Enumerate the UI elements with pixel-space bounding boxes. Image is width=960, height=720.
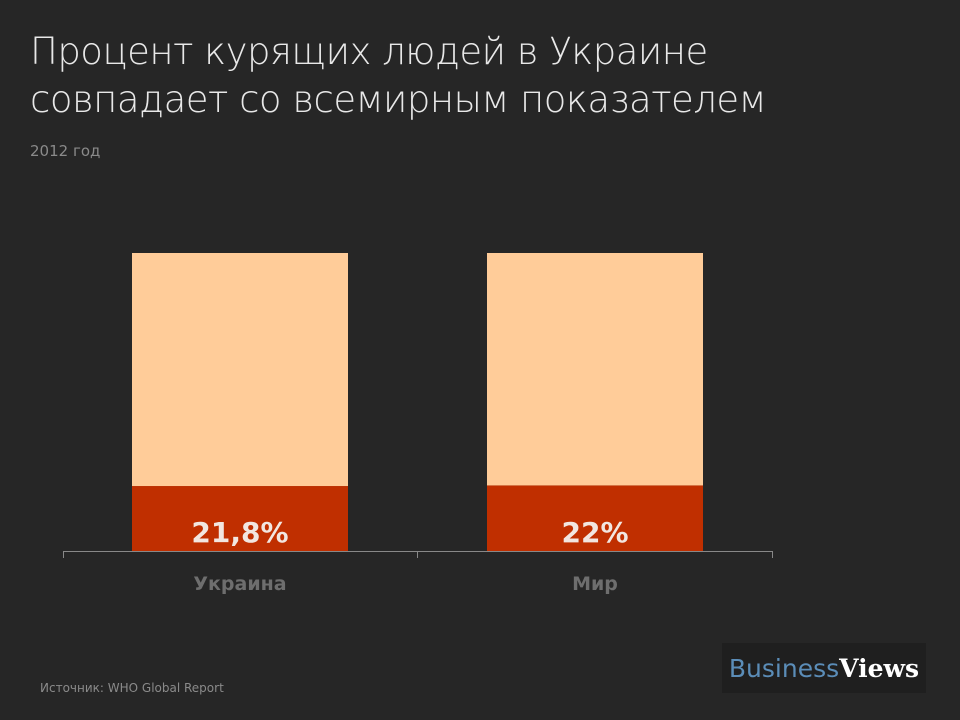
subtitle: 2012 год (30, 142, 101, 160)
data-label: 22% (561, 516, 628, 549)
logo-part-1: Business (728, 653, 840, 683)
title-line-2: совпадает со всемирным показателем (30, 78, 767, 121)
title-line-1: Процент курящих людей в Украине (30, 30, 708, 73)
chart-title: Процент курящих людей в Украине совпадает… (30, 28, 767, 124)
bar-rest (487, 253, 703, 486)
bar-smokers (487, 485, 703, 551)
logo: Business Views (722, 643, 926, 693)
data-label: 21,8% (191, 516, 288, 549)
logo-part-2: Views (839, 653, 920, 683)
x-tick-label: Мир (572, 573, 618, 595)
bar-smokers (132, 486, 348, 551)
source-note: Источник: WHO Global Report (40, 681, 224, 695)
x-tick-label: Украина (193, 573, 286, 595)
bar-rest (132, 253, 348, 487)
